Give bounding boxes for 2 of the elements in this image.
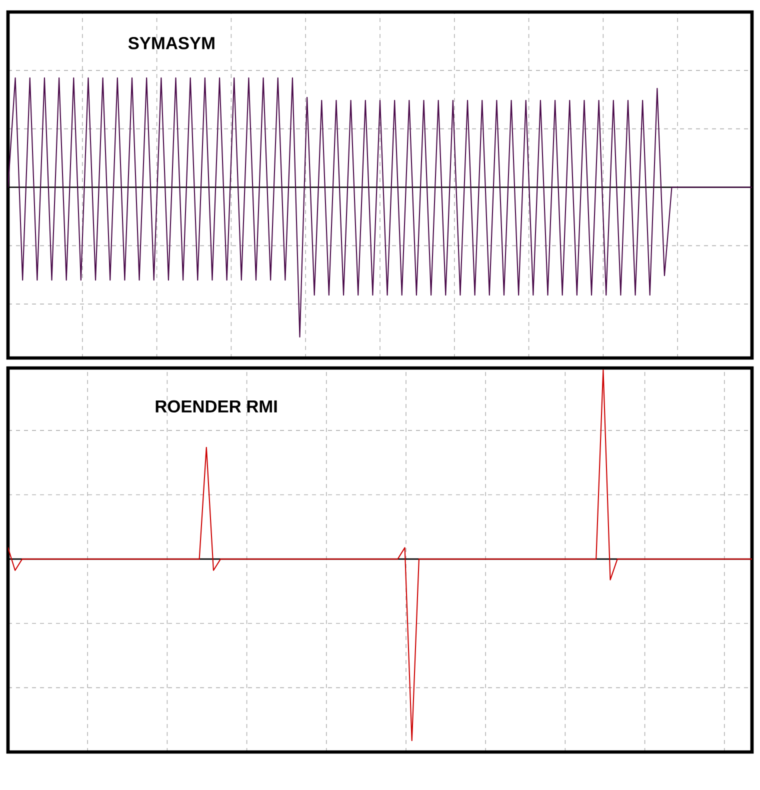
text: ROENDER RMI <box>156 400 277 413</box>
chart-title: SYMASYM <box>128 36 214 50</box>
